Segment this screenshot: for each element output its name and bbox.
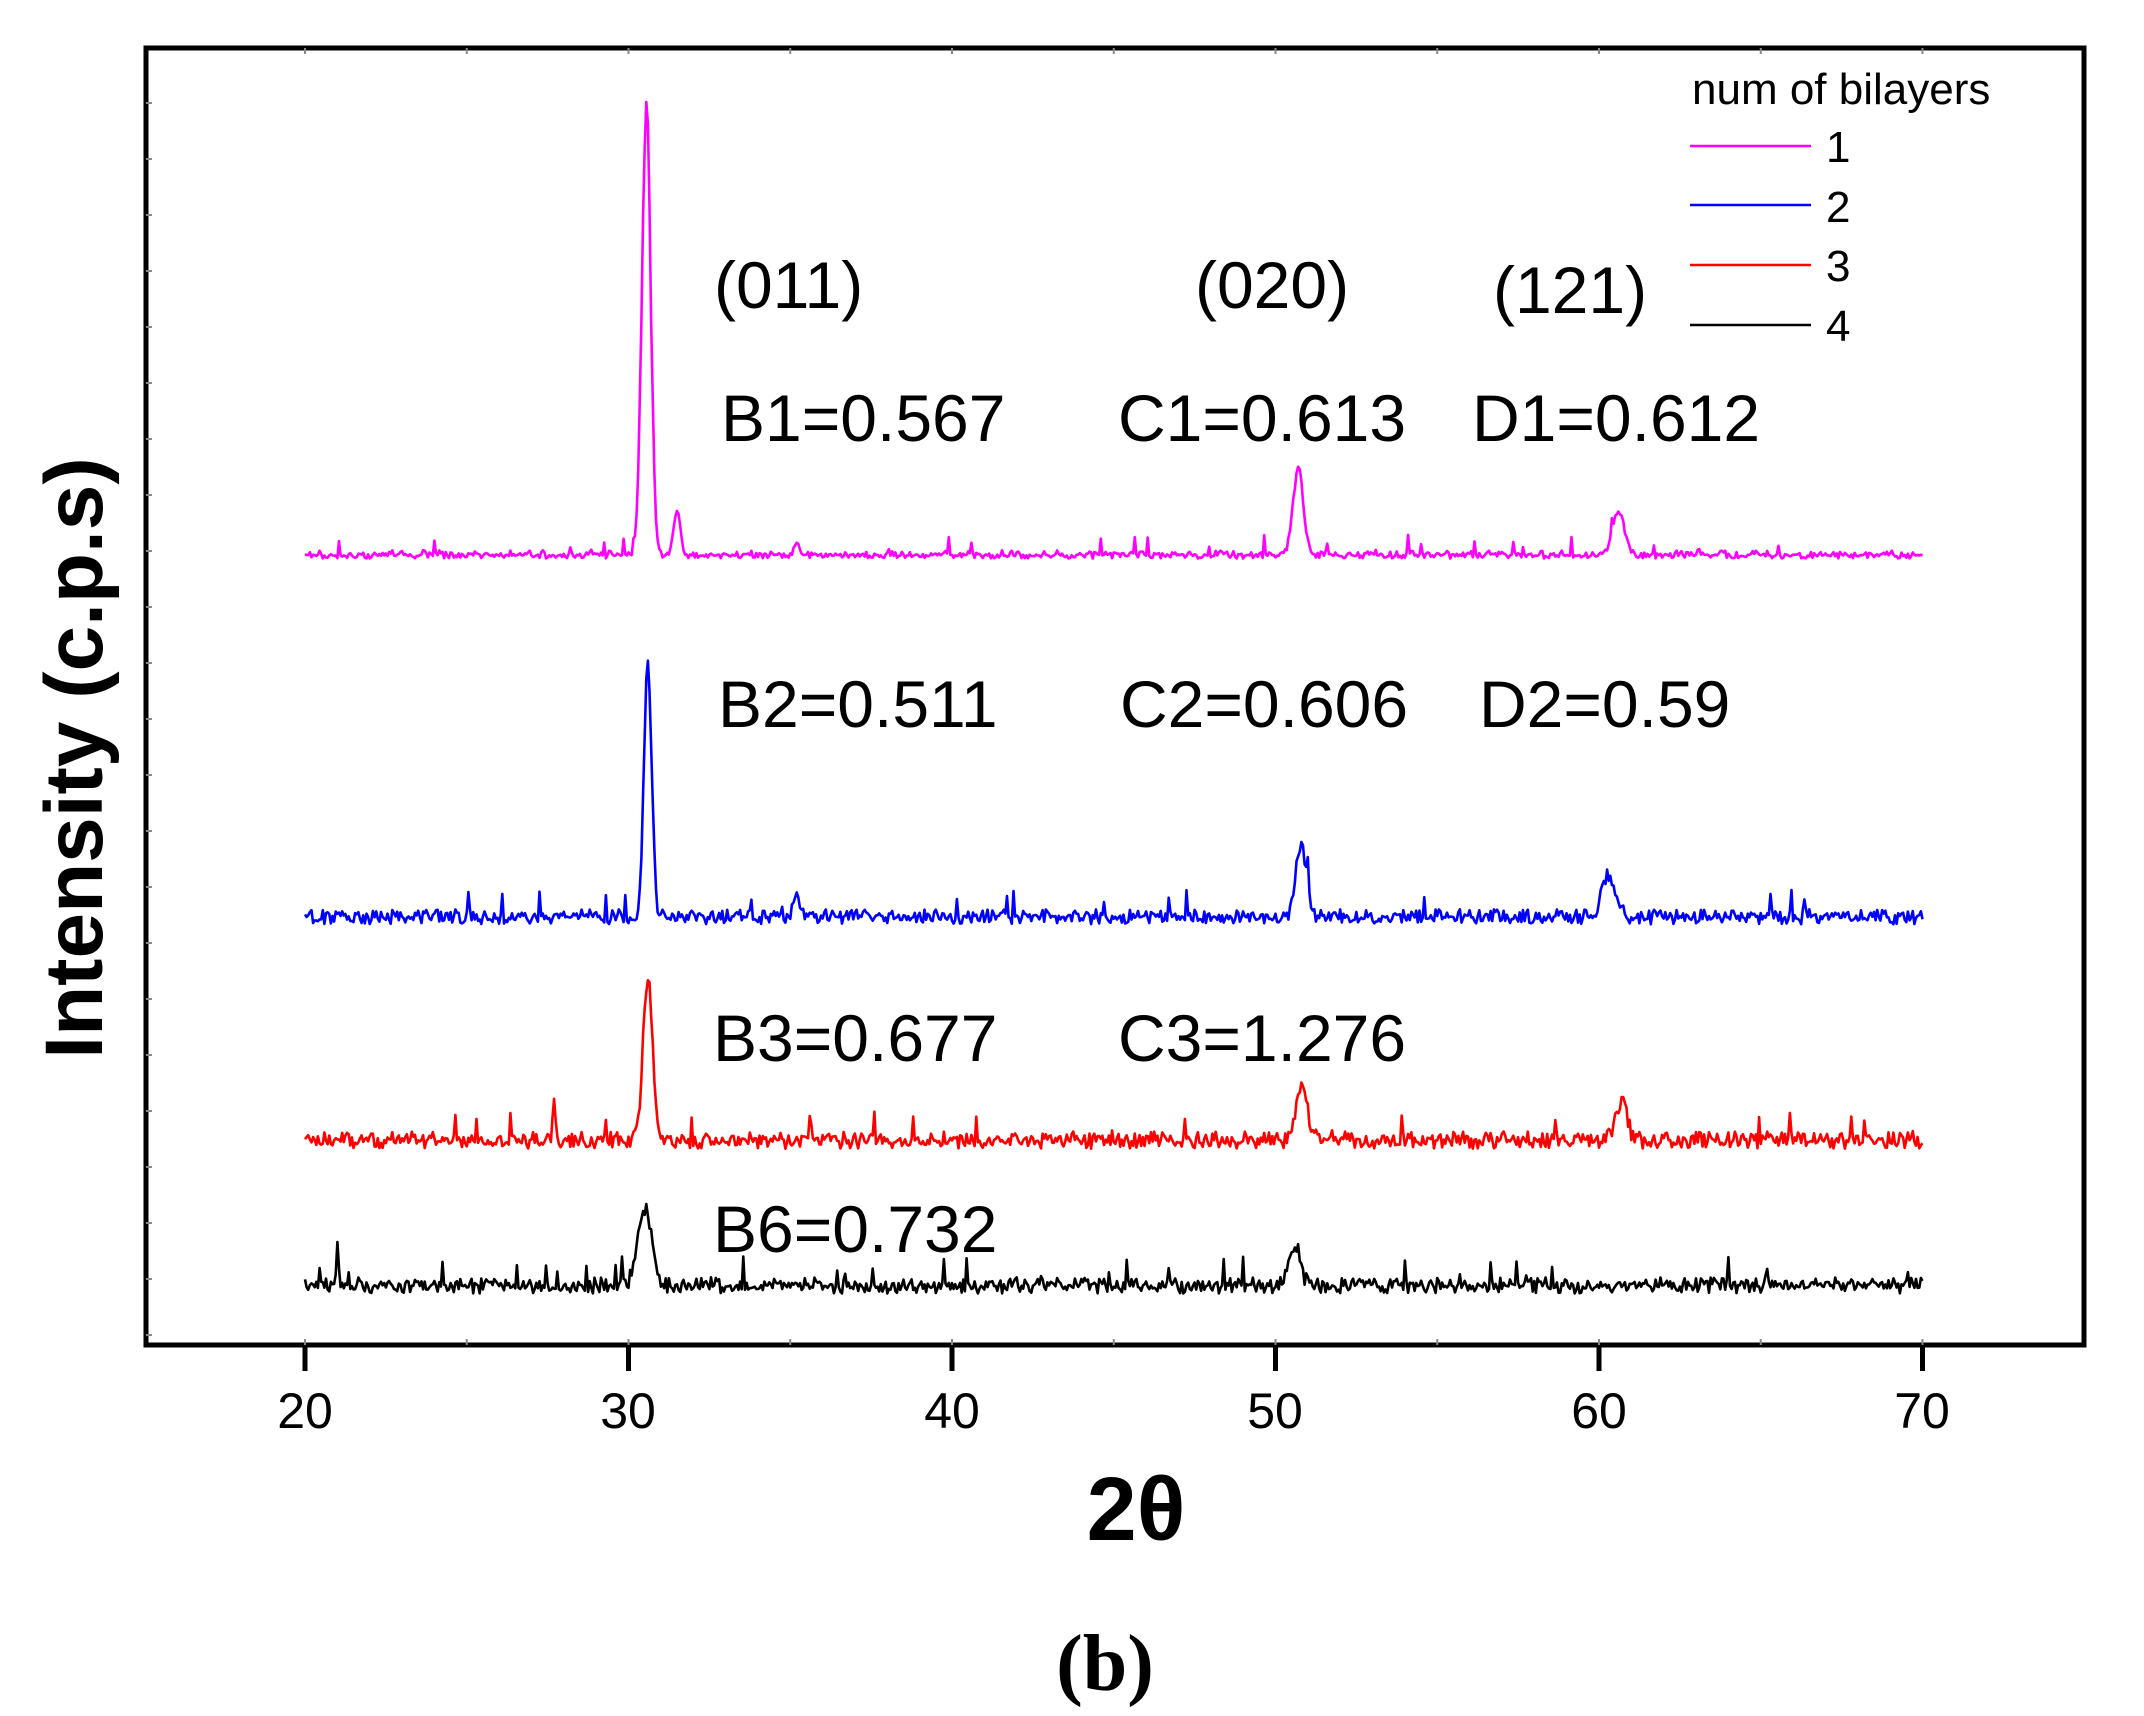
annotation-b1: B1=0.567 xyxy=(721,381,1005,455)
annotation-c1: C1=0.613 xyxy=(1118,381,1406,455)
legend-label-3: 3 xyxy=(1826,242,1850,291)
peak-label-020: (020) xyxy=(1195,248,1349,322)
x-tick-label: 70 xyxy=(1894,1383,1950,1439)
fwhm-annotations: B1=0.567 C1=0.613 D1=0.612 B2=0.511 C2=0… xyxy=(713,381,1760,1266)
series-4-line xyxy=(303,1202,1924,1295)
legend-label-2: 2 xyxy=(1826,183,1850,232)
series-2-line xyxy=(303,659,1924,926)
legend: num of bilayers 1 2 3 4 xyxy=(1690,65,1990,351)
x-tick-label: 40 xyxy=(924,1383,980,1439)
annotation-c2: C2=0.606 xyxy=(1120,667,1408,741)
x-axis-label: 2θ xyxy=(1087,1460,1186,1560)
series-traces xyxy=(303,100,1924,1295)
peak-label-121: (121) xyxy=(1493,253,1647,327)
x-tick-label: 30 xyxy=(600,1383,656,1439)
legend-title: num of bilayers xyxy=(1692,65,1990,114)
x-axis-tick-labels: 20 30 40 50 60 70 xyxy=(277,1383,1950,1439)
y-axis-label: Intensity (c.p.s) xyxy=(29,457,120,1058)
peak-label-011: (011) xyxy=(714,248,863,322)
peak-hkl-labels: (011) (020) (121) xyxy=(714,248,1647,327)
annotation-d1: D1=0.612 xyxy=(1472,381,1760,455)
x-tick-label: 60 xyxy=(1571,1383,1627,1439)
annotation-b3: B3=0.677 xyxy=(713,1001,997,1075)
annotation-b6: B6=0.732 xyxy=(713,1192,997,1266)
x-tick-label: 20 xyxy=(277,1383,333,1439)
plot-frame xyxy=(143,45,2087,1348)
annotation-c3: C3=1.276 xyxy=(1118,1001,1406,1075)
legend-label-4: 4 xyxy=(1826,302,1850,351)
annotation-b2: B2=0.511 xyxy=(718,667,998,741)
x-axis-ticks xyxy=(302,1345,1925,1371)
figure-caption: (b) xyxy=(1056,1620,1154,1708)
series-3-line xyxy=(303,978,1924,1150)
series-1-line xyxy=(304,100,1924,560)
legend-label-1: 1 xyxy=(1826,123,1850,172)
annotation-d2: D2=0.59 xyxy=(1479,667,1730,741)
minor-ticks xyxy=(146,48,1924,1345)
x-tick-label: 50 xyxy=(1247,1383,1303,1439)
